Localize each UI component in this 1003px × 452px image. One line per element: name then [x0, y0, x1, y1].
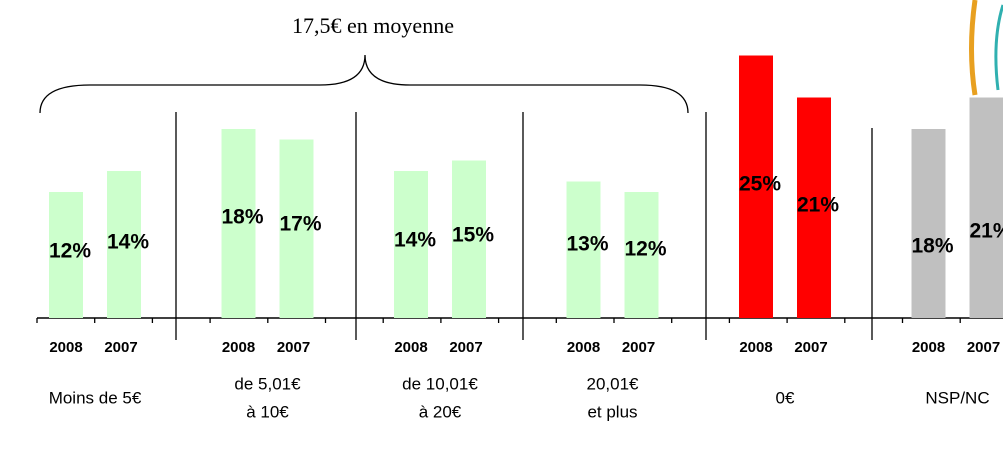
value-label: 12%	[49, 240, 91, 263]
category-label: à 10€	[246, 402, 289, 421]
bar	[911, 129, 946, 318]
value-label: 18%	[911, 235, 953, 258]
series-label: 2008	[739, 339, 772, 356]
bar	[279, 139, 314, 318]
series-label: 2007	[622, 339, 655, 356]
series-label: 2007	[277, 339, 310, 356]
series-label: 2008	[49, 339, 82, 356]
annotation: 17,5€ en moyenne	[292, 13, 454, 38]
value-label: 14%	[107, 231, 149, 254]
bar	[797, 97, 831, 318]
series-label: 2007	[104, 339, 137, 356]
series-label: 2007	[449, 339, 482, 356]
decoration	[994, 4, 1003, 91]
series-label: 2007	[794, 339, 827, 356]
series-label: 2008	[567, 339, 600, 356]
bar	[566, 181, 601, 318]
bar	[394, 171, 428, 318]
bar	[107, 171, 141, 318]
series-label: 2008	[222, 339, 255, 356]
bar	[739, 55, 773, 318]
bar	[452, 160, 486, 318]
bar	[969, 97, 1003, 318]
series-label: 2007	[967, 339, 1000, 356]
bar	[624, 192, 659, 318]
category-label: Moins de 5€	[49, 388, 142, 407]
decoration	[969, 0, 978, 96]
brace	[39, 54, 689, 114]
category-label: et plus	[587, 402, 637, 421]
value-label: 15%	[452, 224, 494, 247]
value-label: 18%	[221, 206, 263, 229]
value-label: 12%	[624, 238, 666, 261]
value-label: 25%	[739, 173, 781, 196]
category-label: NSP/NC	[925, 388, 989, 407]
bar	[49, 192, 83, 318]
series-label: 2008	[394, 339, 427, 356]
category-label: de 5,01€	[234, 374, 301, 393]
value-label: 14%	[394, 229, 436, 252]
category-label: 0€	[776, 388, 795, 407]
category-label: de 10,01€	[402, 374, 478, 393]
category-label: à 20€	[419, 402, 462, 421]
value-label: 17%	[279, 213, 321, 236]
category-label: 20,01€	[587, 374, 640, 393]
bar	[221, 129, 256, 318]
value-label: 13%	[566, 233, 608, 256]
value-label: 21%	[969, 220, 1003, 243]
value-label: 21%	[797, 194, 839, 217]
series-label: 2008	[912, 339, 945, 356]
